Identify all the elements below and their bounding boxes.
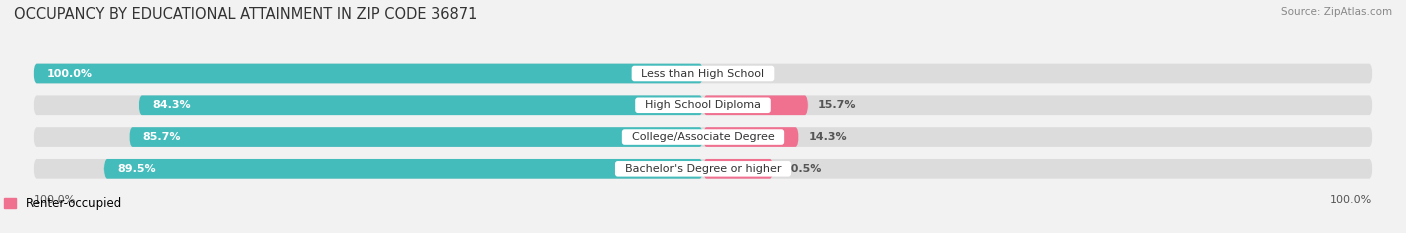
FancyBboxPatch shape xyxy=(34,159,1372,179)
Text: 84.3%: 84.3% xyxy=(152,100,191,110)
Text: Source: ZipAtlas.com: Source: ZipAtlas.com xyxy=(1281,7,1392,17)
Text: 14.3%: 14.3% xyxy=(808,132,848,142)
FancyBboxPatch shape xyxy=(34,64,703,83)
Text: High School Diploma: High School Diploma xyxy=(638,100,768,110)
Text: Bachelor's Degree or higher: Bachelor's Degree or higher xyxy=(617,164,789,174)
Text: 100.0%: 100.0% xyxy=(34,195,76,205)
FancyBboxPatch shape xyxy=(703,159,773,179)
FancyBboxPatch shape xyxy=(703,127,799,147)
Text: Less than High School: Less than High School xyxy=(634,69,772,79)
Text: 89.5%: 89.5% xyxy=(117,164,156,174)
Text: 100.0%: 100.0% xyxy=(46,69,93,79)
Text: 0.0%: 0.0% xyxy=(713,69,744,79)
Text: 85.7%: 85.7% xyxy=(142,132,181,142)
Text: College/Associate Degree: College/Associate Degree xyxy=(624,132,782,142)
FancyBboxPatch shape xyxy=(34,96,1372,115)
Text: 100.0%: 100.0% xyxy=(1330,195,1372,205)
Text: 10.5%: 10.5% xyxy=(783,164,821,174)
FancyBboxPatch shape xyxy=(139,96,703,115)
FancyBboxPatch shape xyxy=(703,96,808,115)
Text: OCCUPANCY BY EDUCATIONAL ATTAINMENT IN ZIP CODE 36871: OCCUPANCY BY EDUCATIONAL ATTAINMENT IN Z… xyxy=(14,7,478,22)
FancyBboxPatch shape xyxy=(34,64,1372,83)
FancyBboxPatch shape xyxy=(104,159,703,179)
FancyBboxPatch shape xyxy=(34,127,1372,147)
FancyBboxPatch shape xyxy=(129,127,703,147)
Text: 15.7%: 15.7% xyxy=(818,100,856,110)
Legend: Owner-occupied, Renter-occupied: Owner-occupied, Renter-occupied xyxy=(0,197,122,210)
